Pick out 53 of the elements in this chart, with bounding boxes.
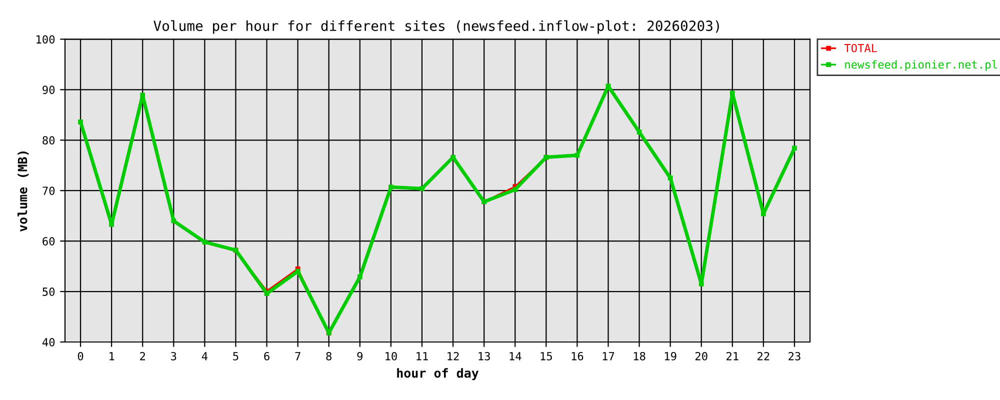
x-tick-label: 19 bbox=[664, 352, 676, 360]
x-tick-label: 20 bbox=[695, 352, 708, 360]
x-tick-label: 6 bbox=[264, 352, 270, 360]
point bbox=[761, 211, 766, 216]
y-tick-label: 70 bbox=[42, 186, 55, 196]
y-tick-label: 50 bbox=[42, 288, 55, 296]
x-tick-label: 12 bbox=[448, 352, 459, 360]
x-tick-label: 23 bbox=[788, 352, 800, 360]
legend-label: TOTAL bbox=[844, 44, 878, 52]
x-tick-label: 18 bbox=[634, 352, 646, 360]
x-tick-label: 8 bbox=[326, 352, 332, 360]
x-tick-label: 3 bbox=[171, 352, 176, 360]
point bbox=[202, 240, 208, 245]
point bbox=[636, 130, 642, 134]
point bbox=[668, 176, 673, 180]
point bbox=[264, 291, 270, 296]
chart-title: Volume per hour for different sites (newsfeed.inflow-plot: 20260203) bbox=[154, 20, 719, 34]
x-tick-label: 14 bbox=[510, 352, 522, 360]
point bbox=[512, 187, 518, 192]
x-tick-label: 22 bbox=[758, 352, 770, 360]
point bbox=[140, 92, 146, 98]
point bbox=[420, 186, 424, 192]
y-tick-label: 80 bbox=[42, 136, 55, 145]
point bbox=[78, 120, 83, 124]
point bbox=[171, 218, 176, 224]
x-tick-label: 9 bbox=[357, 352, 362, 360]
x-tick-label: 11 bbox=[416, 352, 428, 360]
x-tick-label: 2 bbox=[140, 352, 146, 360]
point bbox=[388, 184, 394, 190]
x-tick-label: 15 bbox=[540, 352, 552, 360]
x-tick-label: 7 bbox=[295, 352, 300, 360]
y-tick-label: 90 bbox=[42, 86, 55, 94]
point bbox=[698, 282, 704, 286]
x-tick-label: 16 bbox=[572, 352, 584, 360]
y-tick-label: 40 bbox=[42, 338, 55, 346]
y-axis-title: volume (MB) bbox=[18, 152, 29, 232]
y-tick-label: 60 bbox=[42, 237, 55, 246]
x-tick-label: 1 bbox=[110, 352, 114, 360]
x-axis-title: hour of day bbox=[397, 368, 479, 380]
x-tick-label: 13 bbox=[478, 352, 490, 360]
x-tick-label: 21 bbox=[726, 352, 738, 360]
x-tick-label: 0 bbox=[78, 352, 84, 360]
point bbox=[574, 152, 580, 158]
point bbox=[357, 274, 362, 280]
x-tick-label: 4 bbox=[202, 352, 208, 360]
y-tick-label: 100 bbox=[36, 35, 55, 44]
x-tick-label: 17 bbox=[602, 352, 614, 360]
point bbox=[730, 90, 735, 96]
x-tick-label: 5 bbox=[233, 352, 238, 360]
x-tick-label: 10 bbox=[386, 352, 397, 360]
legend-label: newsfeed.pionier.net.pl bbox=[845, 60, 997, 71]
point bbox=[792, 146, 797, 151]
point bbox=[109, 222, 114, 227]
